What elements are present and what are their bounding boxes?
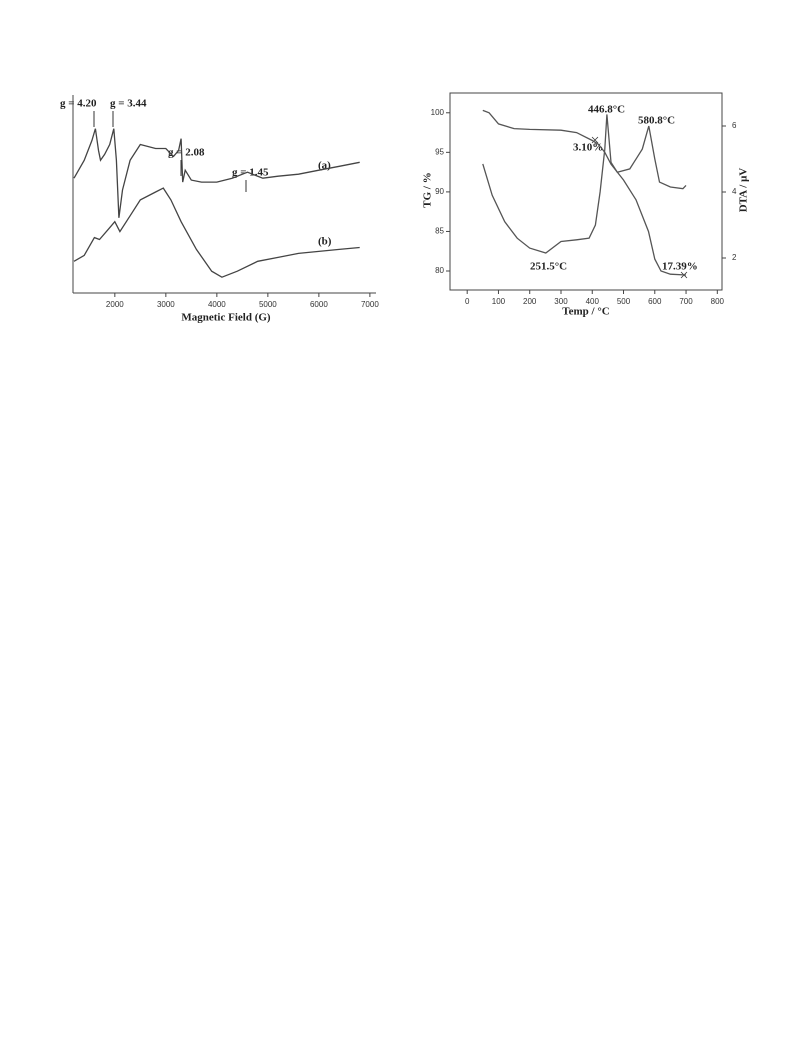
- series-line: [482, 114, 687, 254]
- y-tick-label: 100: [431, 108, 445, 117]
- x-tick-label: 6000: [310, 300, 328, 309]
- x-tick-label: 4000: [208, 300, 226, 309]
- series-line: [482, 109, 687, 276]
- x-tick-label: 200: [523, 297, 537, 306]
- annotation: 17.39%: [662, 261, 698, 273]
- y2-tick-label: 2: [732, 253, 737, 262]
- x-tick-label: 500: [617, 297, 631, 306]
- annotation: g = 1.45: [232, 167, 269, 179]
- x-axis-label: Magnetic Field (G): [181, 312, 271, 324]
- y2-axis-label: DTA / μV: [738, 168, 750, 213]
- x-tick-label: 800: [711, 297, 725, 306]
- y-tick-label: 85: [435, 227, 444, 236]
- series-line: [73, 187, 360, 278]
- x-axis-label: Temp / °C: [562, 306, 609, 318]
- y-tick-label: 90: [435, 187, 444, 196]
- x-tick-label: 2000: [106, 300, 124, 309]
- annotation: g = 4.20: [60, 98, 97, 110]
- marker: [591, 136, 688, 279]
- x-tick-label: 0: [465, 297, 470, 306]
- annotation: g = 2.08: [168, 147, 205, 159]
- annotation: 251.5°C: [530, 261, 567, 273]
- annotation: 446.8°C: [588, 104, 625, 116]
- x-tick-label: 7000: [361, 300, 379, 309]
- x-tick-label: 3000: [157, 300, 175, 309]
- y2-tick-label: 4: [732, 187, 737, 196]
- y-tick-label: 95: [435, 147, 444, 156]
- x-tick-label: 5000: [259, 300, 277, 309]
- y-tick-label: 80: [435, 266, 444, 275]
- x-tick-label: 700: [679, 297, 693, 306]
- annotation: g = 3.44: [110, 98, 147, 110]
- series-label: (b): [318, 236, 332, 248]
- x-tick-label: 400: [586, 297, 600, 306]
- annotation: 3.10%: [573, 142, 603, 154]
- x-tick-label: 600: [648, 297, 662, 306]
- y-axis-label: TG / %: [422, 172, 434, 207]
- annotation: 580.8°C: [638, 115, 675, 127]
- x-tick-label: 100: [492, 297, 506, 306]
- x-tick-label: 300: [554, 297, 568, 306]
- y2-tick-label: 6: [732, 121, 737, 130]
- series-line: [73, 128, 360, 218]
